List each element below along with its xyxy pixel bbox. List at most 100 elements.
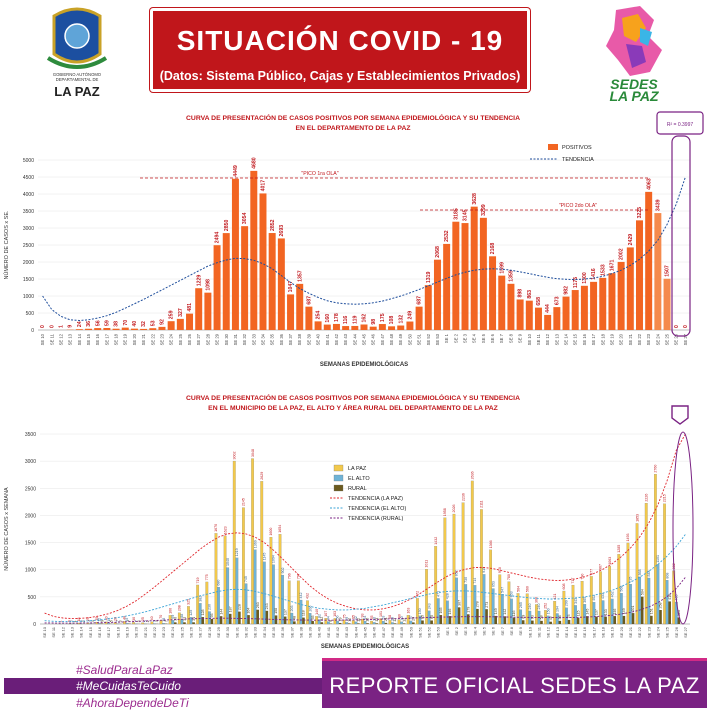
chart1-data-label: 0 [683, 325, 689, 328]
chart1-data-label: 1599 [499, 262, 505, 274]
chart1-bar [76, 329, 83, 330]
chart1-data-label: 175 [380, 313, 386, 322]
chart2-bar-la-paz [645, 503, 648, 624]
chart2-bar-la-paz [288, 581, 291, 624]
chart1-legend-positivos: POSITIVOS [562, 145, 592, 151]
chart2-bar-rural [595, 617, 598, 624]
chart2-data-label: 653 [491, 581, 495, 587]
chart1-data-label: 132 [398, 315, 404, 324]
chart2-data-label: 150 [546, 608, 550, 614]
chart1-bar [452, 222, 459, 330]
chart2-bar-rural [559, 621, 562, 624]
chart1-data-label: 59 [104, 320, 110, 326]
chart2-data-label: 228 [238, 604, 242, 610]
chart2-xtick-label: SE 24 [655, 626, 660, 638]
chart2-xtick-label: SE 29 [216, 626, 221, 638]
chart2-data-label: 360 [535, 597, 539, 603]
chart2-data-label: 608 [562, 583, 566, 589]
chart1-xtick-label: SE 23 [159, 333, 164, 345]
chart1-data-label: 687 [417, 296, 423, 305]
chart1-data-label: 2068 [435, 246, 441, 258]
chart2-data-label: 240 [537, 603, 541, 609]
chart1-data-label: 4063 [646, 178, 652, 190]
chart1-xtick-label: SE 44 [352, 333, 357, 345]
chart2-bar-rural [659, 610, 662, 624]
chart1-xtick-label: SE 18 [114, 333, 119, 345]
chart2-data-label: 165 [439, 608, 443, 614]
chart1-bar [627, 247, 634, 330]
chart1-xtick-label: SE 24 [655, 333, 660, 345]
chart2-data-label: 128 [201, 610, 205, 616]
chart1-data-label: 982 [564, 286, 570, 295]
chart1-bar [425, 285, 432, 330]
chart2-bar-la-paz [297, 581, 300, 624]
chart1-xtick-label: SE 17 [591, 333, 596, 345]
chart1-data-label: 1 [59, 325, 65, 328]
chart2-xtick-label: SE 21 [143, 626, 148, 638]
chart2-bar-rural [247, 615, 250, 624]
chart1-data-label: 32 [141, 321, 147, 327]
chart2-bar-la-paz [425, 569, 428, 624]
chart2-bar-el-alto [464, 584, 467, 624]
chart2-bar-rural [174, 622, 177, 624]
chart2-bar-la-paz [453, 514, 456, 624]
chart2-data-label: 265 [519, 602, 523, 608]
header: GOBIERNO AUTÓNOMO DEPARTAMENTAL DE LA PA… [0, 0, 707, 110]
chart1-xtick-label: SE 25 [178, 333, 183, 345]
chart1-bar [131, 329, 138, 330]
chart2-xtick-label: SE 10 [42, 626, 47, 638]
chart1-xtick-label: SE 31 [233, 333, 238, 345]
chart1-data-label: 898 [518, 289, 524, 298]
chart1-xtick-label: SE 11 [49, 333, 54, 345]
chart1-subtitle: EN EL DEPARTAMENTO DE LA PAZ [295, 125, 410, 132]
chart2-data-label: 730 [464, 577, 468, 583]
chart2-bar-rural [623, 616, 626, 624]
chart2-data-label: 160 [168, 608, 172, 614]
chart2-bar-el-alto [107, 623, 110, 624]
chart1-ytick-label: 3500 [23, 209, 34, 215]
chart2-data-label: 1011 [425, 560, 429, 568]
chart1-bar [636, 220, 643, 330]
chart1-bar [214, 245, 221, 330]
chart1-bar [544, 315, 551, 330]
chart2-data-label: 1366 [489, 540, 493, 548]
chart1-xtick-label: SE 15 [86, 333, 91, 345]
chart2-xtick-label: SE 1 [445, 626, 450, 635]
chart2-data-label: 877 [590, 569, 594, 575]
chart1-highlight-box [672, 136, 690, 336]
chart1-data-label: 1229 [196, 275, 202, 287]
chart2-xtick-label: SE 28 [207, 626, 212, 638]
chart2-data-label: 164 [247, 608, 251, 614]
chart2-data-label: 432 [306, 593, 310, 599]
chart2-xtick-label: SE 13 [555, 626, 560, 638]
chart2-data-label: 1432 [434, 537, 438, 545]
chart1-data-label: 3628 [472, 193, 478, 205]
chart2-data-label: 2026 [452, 505, 456, 513]
chart2-bar-rural [641, 597, 644, 624]
chart1-xtick-label: SE 4 [472, 333, 477, 343]
chart1-bar [113, 329, 120, 330]
chart2-data-label: 1094 [272, 555, 276, 563]
chart2-data-label: 2226 [644, 494, 648, 502]
chart1-xtick-label: SE 16 [95, 333, 100, 345]
sedes-logo-line-2: LA PAZ [596, 90, 672, 102]
chart2-xtick-label: SE 53 [436, 626, 441, 638]
chart2-bar-la-paz [508, 582, 511, 624]
chart2-data-label: 2629 [260, 472, 264, 480]
chart2-xtick-label: SE 46 [372, 626, 377, 638]
chart2-data-label: 3048 [251, 449, 255, 457]
chart1-data-label: 36 [86, 321, 92, 327]
chart2-xtick-label: SE 21 [628, 626, 633, 638]
chart2-bar-rural [348, 623, 351, 624]
chart1-xtick-label: SE 22 [150, 333, 155, 345]
chart2-data-label: 44 [327, 616, 331, 620]
chart2-bar-rural [394, 623, 397, 624]
chart2-xtick-label: SE 36 [280, 626, 285, 638]
chart1-data-label: 259 [169, 310, 175, 319]
chart2-bar-rural [421, 620, 424, 624]
chart2-xtick-label: SE 52 [427, 626, 432, 638]
chart1-xtick-label: SE 32 [242, 333, 247, 345]
chart2-data-label: 1600 [269, 528, 273, 536]
chart2-bar-rural [385, 623, 388, 624]
chart2-xtick-label: SE 25 [179, 626, 184, 638]
